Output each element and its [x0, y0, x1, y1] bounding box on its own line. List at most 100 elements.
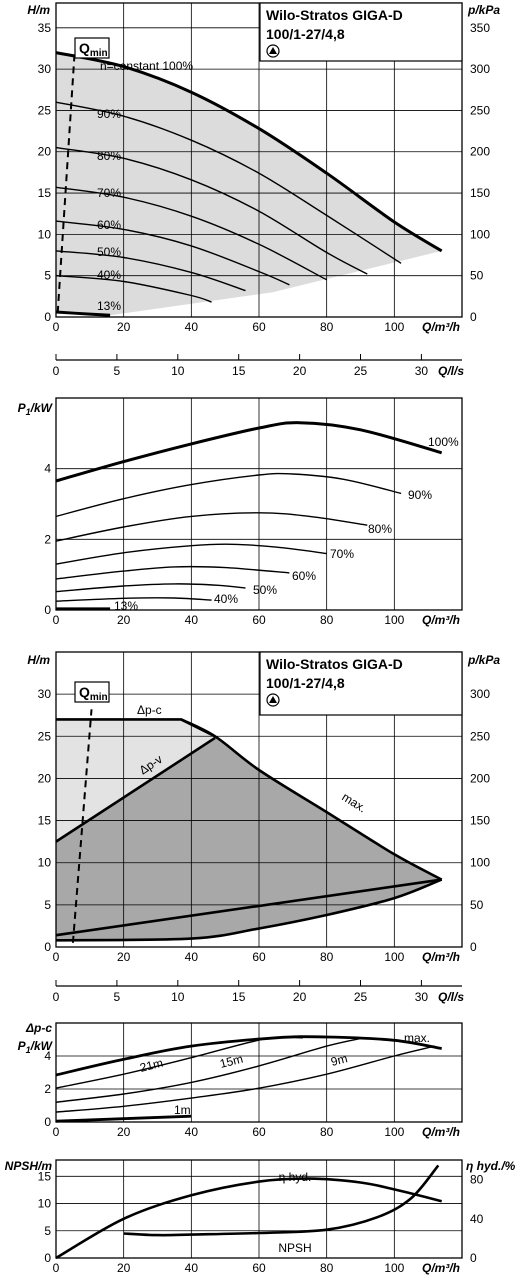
qmin-line [71, 709, 93, 943]
speed-curve-label-1: 90% [97, 107, 121, 121]
ls-tick-label: 10 [171, 990, 185, 1004]
y-tick-label: 10 [38, 227, 52, 241]
y2-tick-label: 0 [470, 940, 477, 954]
y-tick-label: 0 [44, 603, 51, 617]
y-tick-label: 0 [44, 1251, 51, 1265]
power-curve-0 [55, 421, 443, 483]
x-tick-label: 80 [320, 950, 334, 964]
x-tick-label: 40 [185, 320, 199, 334]
p-sub: 1 [26, 1045, 31, 1055]
x-tick-label: 20 [117, 1125, 131, 1139]
min-speed-curve [55, 878, 442, 937]
x-tick-label: 60 [252, 1125, 266, 1139]
speed-curve-0 [55, 51, 443, 253]
power-curve-label-7: 13% [114, 599, 138, 613]
x-tick-label: 80 [320, 1261, 334, 1275]
power-curve-label-6: 40% [214, 592, 238, 606]
x-tick-label: 40 [185, 1261, 199, 1275]
power-curve-label-1: 90% [408, 488, 432, 502]
dpc-label: Δp-c [137, 703, 162, 717]
x-tick-label: 100 [384, 950, 404, 964]
x-tick-label: 40 [185, 1125, 199, 1139]
y-axis-label: P1/kW [18, 1039, 54, 1055]
x-tick-label: 0 [53, 613, 60, 627]
ls-axis-label: Q/l/s [438, 364, 464, 378]
speed-curve-6 [55, 275, 212, 303]
power-curve-label-3: 70% [330, 547, 354, 561]
product-model: 100/1-27/4,8 [266, 26, 345, 42]
speed-curve-label-7: 13% [97, 299, 121, 313]
x-axis-label: Q/m³/h [422, 950, 460, 964]
x-tick-label: 0 [53, 1125, 60, 1139]
ls-tick-label: 30 [415, 364, 429, 378]
x-tick-label: 20 [117, 320, 131, 334]
x-tick-label: 0 [53, 320, 60, 334]
qmin-sub: min [90, 48, 108, 59]
ls-tick-label: 20 [293, 364, 307, 378]
x-tick-label: 40 [185, 950, 199, 964]
npsh-curve-0 [55, 1177, 443, 1260]
power-curve-label-4: 60% [292, 569, 316, 583]
y-tick-label: 0 [44, 940, 51, 954]
y2-axis-label: p/kPa [467, 3, 500, 17]
x-tick-label: 80 [320, 320, 334, 334]
y2-tick-label: 300 [470, 62, 490, 76]
qmin-label: Qmin [79, 40, 108, 59]
y2-tick-label: 100 [470, 227, 490, 241]
speed-curve-label-4: 60% [97, 218, 121, 232]
x-tick-label: 60 [252, 950, 266, 964]
ls-tick-label: 15 [232, 364, 246, 378]
y-axis-label: H/m [27, 653, 50, 667]
plot-frame [55, 651, 463, 948]
head-flow-control-chart: 0 20 40 60 80 1000510152025300501001502002503… [27, 651, 500, 964]
npsh-curve-1 [123, 1164, 440, 1237]
x-tick-label: 0 [53, 950, 60, 964]
qmin-sub: min [90, 692, 108, 703]
y-tick-label: 4 [44, 462, 51, 476]
dpv-area [56, 736, 442, 941]
y-tick-label: 2 [44, 1082, 51, 1096]
p-label: P [18, 1039, 27, 1053]
y-tick-label: 10 [38, 1197, 52, 1211]
y-tick-label: 10 [38, 856, 52, 870]
speed-curve-2 [55, 146, 368, 275]
ls-tick-label: 25 [354, 364, 368, 378]
power-curve-label-2: 80% [368, 522, 392, 536]
title-box [259, 2, 463, 62]
ls-tick-label: 0 [53, 990, 60, 1004]
x-tick-label: 100 [384, 320, 404, 334]
title-box [259, 651, 463, 716]
control-power-label-3: 9m [329, 1051, 349, 1069]
qmin-label: Qmin [79, 684, 108, 703]
y2-tick-label: 150 [470, 186, 490, 200]
ls-tick-label: 20 [293, 990, 307, 1004]
y-tick-label: 15 [38, 186, 52, 200]
flow-ls-axis: 0 5 10 15 20 25 30 Q/l/s [53, 354, 464, 378]
x-axis-label: Q/m³/h [422, 1125, 460, 1139]
y2-tick-label: 50 [470, 898, 484, 912]
speed-curve-4 [55, 220, 290, 286]
y-tick-label: 5 [44, 1224, 51, 1238]
control-power-label-2: 15m [218, 1052, 244, 1071]
ls-tick-label: 25 [354, 990, 368, 1004]
dpc-area [56, 719, 216, 842]
qmin-q: Q [79, 40, 90, 56]
ls-tick-label: 15 [232, 990, 246, 1004]
control-power-label-1: 21m [138, 1056, 164, 1075]
max-curve [180, 718, 443, 881]
product-name: Wilo-Stratos GIGA-D [266, 656, 403, 672]
y2-tick-label: 300 [470, 687, 490, 701]
y2-tick-label: 200 [470, 771, 490, 785]
p-sub: 1 [26, 407, 31, 417]
power-curve-3 [55, 543, 327, 565]
x-tick-label: 80 [320, 1125, 334, 1139]
speed-curve-label-6: 40% [97, 268, 121, 282]
rotation-arrow-icon [269, 47, 277, 54]
y2-tick-label: 80 [470, 1173, 484, 1187]
ls-tick-label: 5 [114, 990, 121, 1004]
power-curve-label-5: 50% [253, 583, 277, 597]
x-tick-label: 20 [117, 613, 131, 627]
y-tick-label: 2 [44, 532, 51, 546]
control-power-label-0: max. [404, 1031, 430, 1045]
